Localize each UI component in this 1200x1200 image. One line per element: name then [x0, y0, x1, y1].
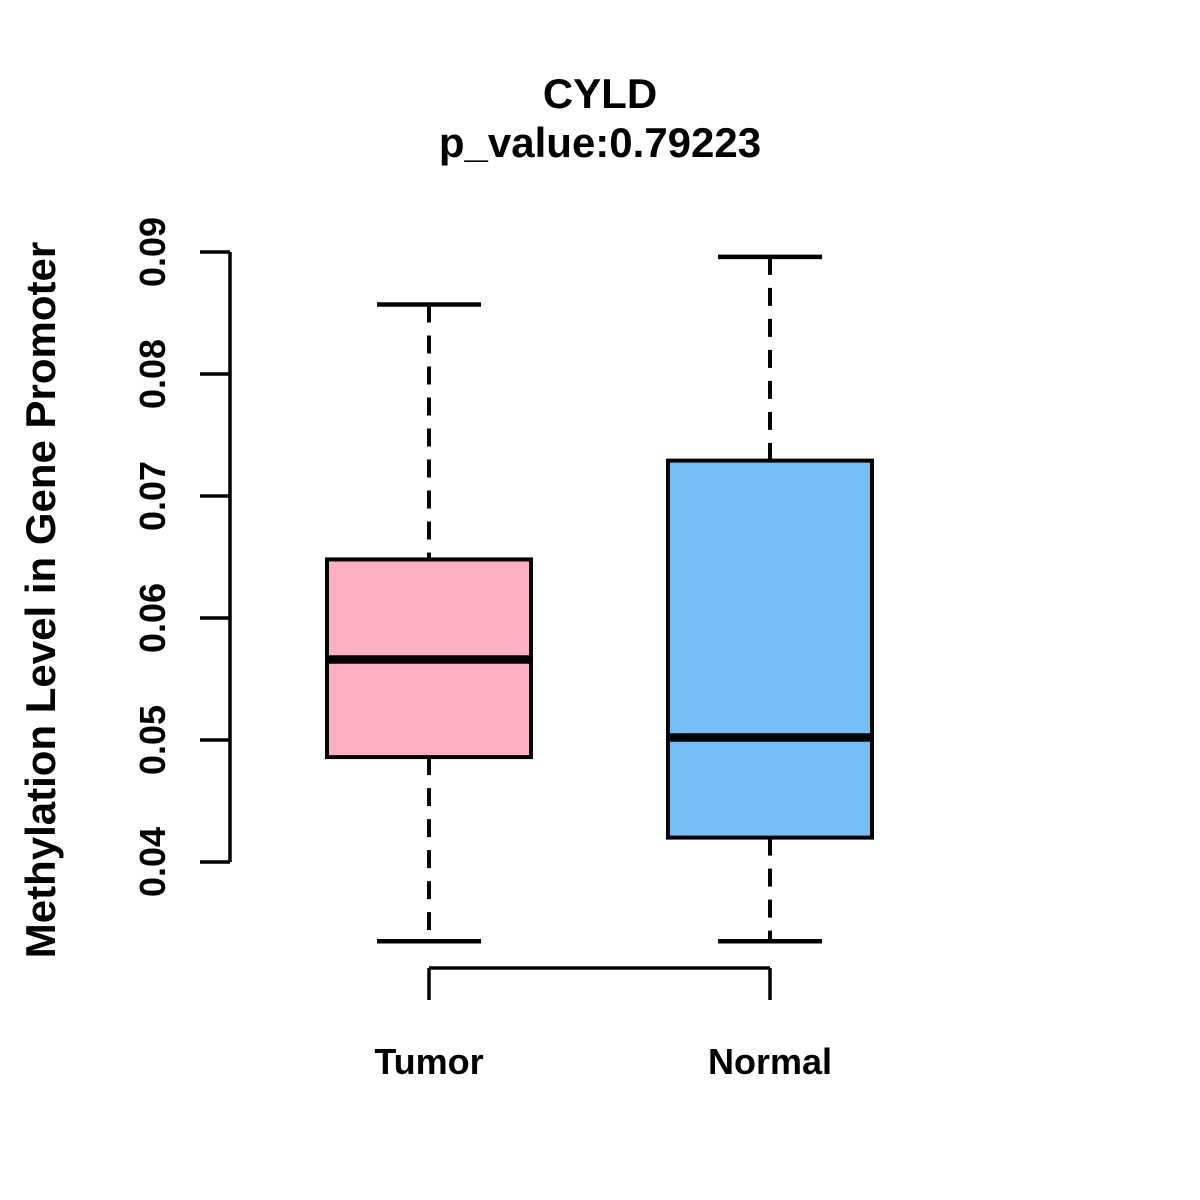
box-group-tumor — [325, 302, 533, 944]
x-label-tumor: Tumor — [374, 1041, 483, 1082]
y-tick-label: 0.06 — [132, 583, 173, 653]
y-tick-label: 0.07 — [132, 461, 173, 531]
x-label-normal: Normal — [708, 1041, 832, 1082]
chart-subtitle-pvalue: p_value:0.79223 — [439, 119, 761, 166]
y-axis-title: Methylation Level in Gene Promoter — [17, 242, 64, 958]
boxplot-boxes — [325, 254, 874, 944]
iqr-box-normal — [666, 458, 874, 840]
y-tick-label: 0.05 — [132, 705, 173, 775]
x-axis-bracket — [427, 966, 772, 1000]
y-tick-label: 0.04 — [132, 827, 173, 897]
box-group-normal — [666, 254, 874, 944]
chart-title: CYLD — [543, 70, 657, 117]
y-tick-label: 0.08 — [132, 339, 173, 409]
y-tick-label: 0.09 — [132, 217, 173, 287]
y-axis: 0.04 0.05 0.06 0.07 0.08 0.09 — [132, 217, 232, 897]
